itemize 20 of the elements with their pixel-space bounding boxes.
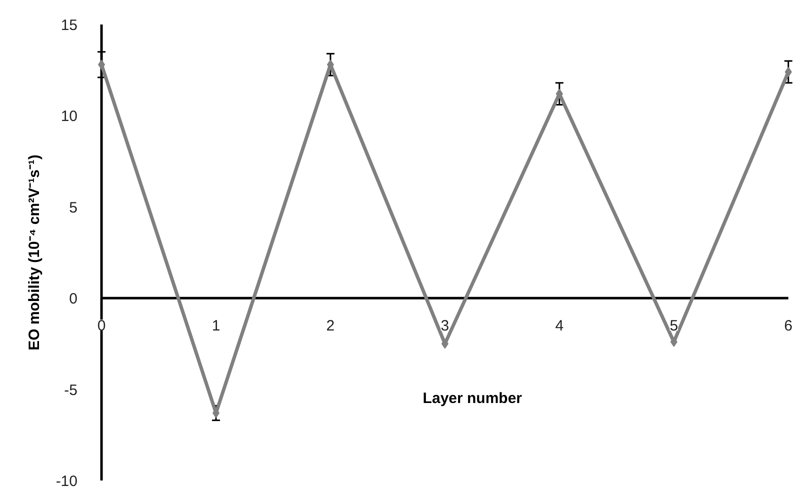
y-tick-label: -5 — [64, 382, 78, 399]
point — [784, 66, 792, 77]
y-tick-label: 15 — [60, 17, 78, 34]
y-tick-label: -10 — [56, 473, 78, 488]
x-tick-label: 0 — [97, 318, 106, 335]
y-axis-title: EO mobility (10⁻⁴ cm²V⁻¹s⁻¹) — [26, 154, 43, 350]
y-tick-label: 5 — [69, 199, 78, 216]
x-tick-label: 3 — [440, 318, 450, 335]
x-tick-label: 2 — [326, 318, 335, 335]
point — [441, 338, 448, 349]
point — [556, 88, 563, 99]
x-tick-label: 4 — [555, 318, 564, 335]
y-tick-label: 0 — [69, 290, 78, 308]
point — [98, 60, 106, 70]
y-tick-label: 10 — [60, 108, 78, 126]
x-tick-label: 5 — [670, 318, 678, 335]
x-axis-title: Layer number — [422, 390, 522, 407]
x-tick-label: 6 — [784, 318, 793, 335]
point — [670, 336, 678, 347]
x-tick-label: 1 — [212, 318, 220, 335]
